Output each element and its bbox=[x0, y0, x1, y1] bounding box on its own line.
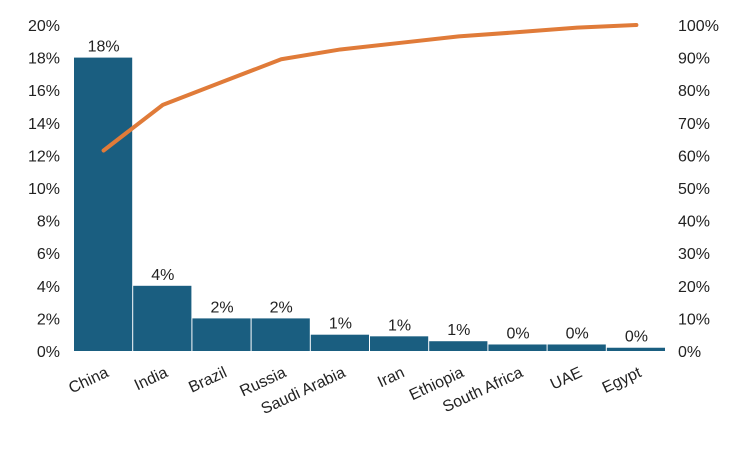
left-axis-tick-label: 0% bbox=[37, 344, 60, 361]
bar bbox=[488, 344, 547, 351]
category-label: China bbox=[66, 364, 111, 397]
left-axis-tick-label: 20% bbox=[28, 18, 60, 35]
right-axis-tick-label: 50% bbox=[678, 181, 710, 198]
bar-data-label: 1% bbox=[447, 322, 470, 339]
bar bbox=[606, 347, 665, 351]
right-axis-tick-label: 40% bbox=[678, 214, 710, 231]
right-axis-tick-label: 80% bbox=[678, 83, 710, 100]
right-axis-tick-label: 20% bbox=[678, 279, 710, 296]
bar-data-label: 4% bbox=[151, 267, 174, 284]
left-axis-tick-label: 6% bbox=[37, 246, 60, 263]
right-axis-tick-label: 0% bbox=[678, 344, 701, 361]
left-axis-tick-label: 16% bbox=[28, 83, 60, 100]
left-axis-tick-label: 4% bbox=[37, 279, 60, 296]
bar bbox=[547, 344, 606, 351]
right-axis-tick-label: 30% bbox=[678, 246, 710, 263]
left-axis-tick-label: 14% bbox=[28, 116, 60, 133]
right-axis-tick-label: 70% bbox=[678, 116, 710, 133]
bar bbox=[74, 57, 133, 351]
left-axis-tick-label: 2% bbox=[37, 311, 60, 328]
cumulative-line-series bbox=[101, 23, 639, 153]
right-axis-ticks: 0% 10% 20% 30% 40% 50% 60% 70% 80% 90% 100% bbox=[678, 18, 719, 361]
right-axis-tick-label: 90% bbox=[678, 51, 710, 68]
right-axis-tick-label: 10% bbox=[678, 311, 710, 328]
left-axis-ticks: 0% 2% 4% 6% 8% 10% 12% 14% 16% 18% 20% bbox=[28, 18, 60, 361]
bar bbox=[429, 341, 488, 351]
category-label: India bbox=[132, 364, 171, 394]
bar bbox=[133, 285, 192, 351]
left-axis-tick-label: 8% bbox=[37, 214, 60, 231]
bar-data-label: 0% bbox=[625, 329, 648, 346]
bar bbox=[370, 336, 429, 351]
category-label: UAE bbox=[548, 364, 585, 393]
right-axis-tick-label: 60% bbox=[678, 148, 710, 165]
bar bbox=[251, 318, 310, 351]
bar-data-label: 1% bbox=[388, 317, 411, 334]
bar bbox=[310, 334, 369, 351]
category-label: Iran bbox=[375, 364, 407, 391]
cumulative-line bbox=[101, 23, 639, 153]
right-axis-tick-label: 100% bbox=[678, 18, 719, 35]
left-axis-tick-label: 10% bbox=[28, 181, 60, 198]
bar-series bbox=[74, 57, 665, 351]
bar-data-label: 0% bbox=[506, 325, 529, 342]
category-label: Egypt bbox=[600, 364, 645, 397]
left-axis-tick-label: 12% bbox=[28, 148, 60, 165]
bar-data-label: 1% bbox=[329, 316, 352, 333]
bar-data-label: 0% bbox=[566, 325, 589, 342]
bar-data-label: 2% bbox=[210, 299, 233, 316]
bar bbox=[192, 318, 251, 351]
bar-data-labels: 18% 4% 2% 2% 1% 1% 1% 0% 0% 0% bbox=[88, 39, 648, 346]
category-label: Brazil bbox=[186, 364, 229, 396]
bar-data-label: 2% bbox=[270, 299, 293, 316]
left-axis-tick-label: 18% bbox=[28, 51, 60, 68]
bar-data-label: 18% bbox=[88, 39, 120, 56]
